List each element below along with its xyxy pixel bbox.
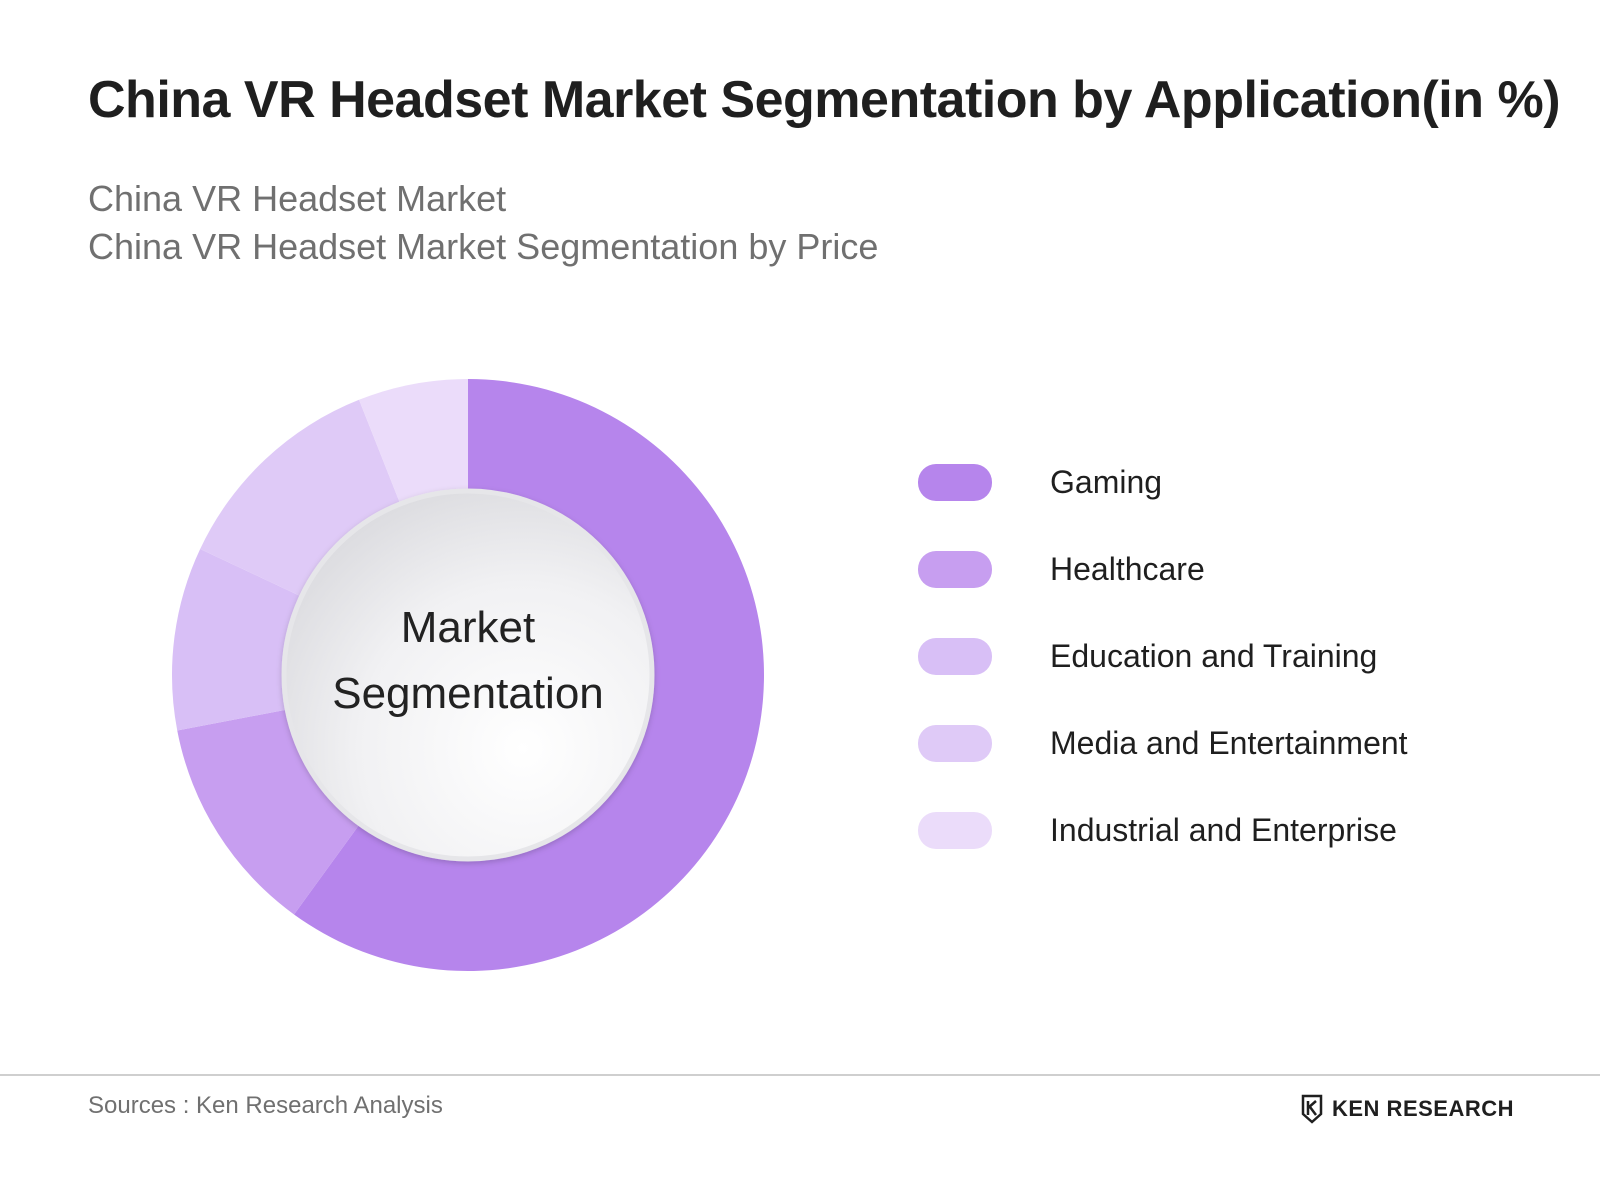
brand-name: KEN RESEARCH [1332,1096,1515,1121]
legend-swatch-industrial [918,812,992,849]
legend-label-gaming: Gaming [1050,464,1163,500]
legend-label-healthcare: Healthcare [1050,551,1205,587]
sources-note: Sources : Ken Research Analysis [88,1092,443,1119]
center-label-line-1: Market [400,603,536,652]
center-label-line-2: Segmentation [332,669,604,718]
legend-swatch-healthcare [918,551,992,588]
legend-swatch-media [918,725,992,762]
legend-swatch-education [918,638,992,675]
subtitle-market: China VR Headset Market [88,178,507,219]
ken-research-logo-icon [1301,1094,1323,1124]
donut-center-label: Market Segmentation [278,595,658,727]
legend-label-industrial: Industrial and Enterprise [1050,812,1397,848]
footer-divider [0,1074,1600,1076]
donut-center [281,488,655,862]
legend-label-media: Media and Entertainment [1050,725,1408,761]
legend-swatch-gaming [918,464,992,501]
legend-label-education: Education and Training [1050,638,1378,674]
chart-title: China VR Headset Market Segmentation by … [88,71,1561,129]
subtitle-price: China VR Headset Market Segmentation by … [88,226,879,267]
